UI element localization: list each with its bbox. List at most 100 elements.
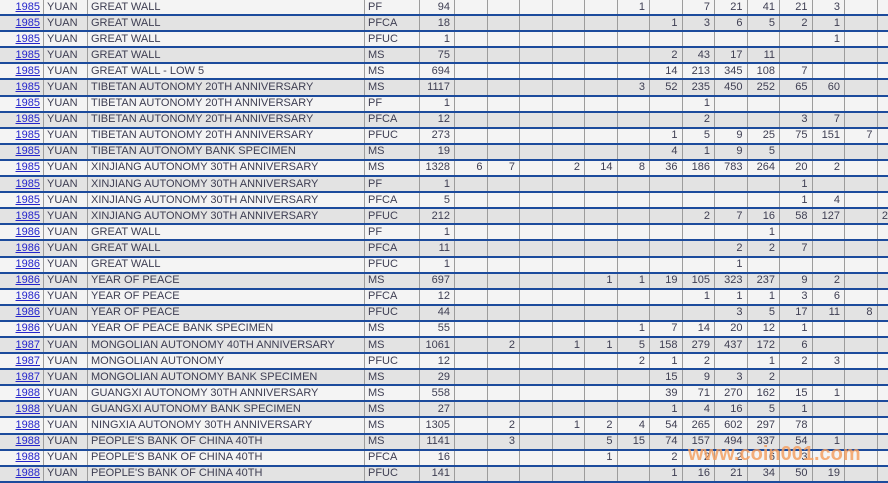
year-link[interactable]: 1985 <box>15 145 40 158</box>
grade-count-cell-4 <box>553 450 585 465</box>
year-link[interactable]: 1986 <box>15 290 40 303</box>
table-row: 1987 YUAN MONGOLIAN AUTONOMY 40TH ANNIVE… <box>0 337 888 355</box>
year-link[interactable]: 1985 <box>15 129 40 142</box>
grade-count-cell-8: 3 <box>683 16 715 31</box>
grade-count-cell-8 <box>683 305 715 320</box>
grade-count-cell-2 <box>488 0 520 15</box>
year-link[interactable]: 1988 <box>15 467 40 480</box>
year-link[interactable]: 1985 <box>15 97 40 110</box>
year-link[interactable]: 1985 <box>15 209 40 222</box>
grade-count-cell-9 <box>715 112 748 127</box>
year-link[interactable]: 1985 <box>15 193 40 206</box>
grade-type-cell: MS <box>365 418 420 433</box>
year-link[interactable]: 1986 <box>15 274 40 287</box>
grade-count-cell-4 <box>553 112 585 127</box>
year-cell: 1985 <box>0 32 44 47</box>
year-link[interactable]: 1986 <box>15 258 40 271</box>
year-link[interactable]: 1985 <box>15 0 40 13</box>
year-link[interactable]: 1988 <box>15 402 40 415</box>
grade-count-cell-14 <box>878 145 888 159</box>
grade-count-cell-11: 9 <box>780 273 813 288</box>
grade-count-cell-3 <box>520 241 553 256</box>
grade-count-cell-10: 1 <box>748 289 780 304</box>
denomination-cell: YUAN <box>44 354 88 369</box>
year-link[interactable]: 1986 <box>15 225 40 238</box>
grade-count-cell-1 <box>455 144 488 159</box>
grade-count-cell-2 <box>488 241 520 256</box>
grade-count-cell-1 <box>455 434 488 449</box>
grade-count-cell-11: 2 <box>780 16 813 31</box>
denomination-cell: YUAN <box>44 112 88 127</box>
year-link[interactable]: 1985 <box>15 64 40 77</box>
year-link[interactable]: 1985 <box>15 113 40 126</box>
year-link[interactable]: 1988 <box>15 451 40 464</box>
grade-count-cell-6: 1 <box>618 273 650 288</box>
grade-count-cell-9: 1 <box>715 257 748 272</box>
grade-count-cell-13 <box>845 32 878 47</box>
grade-count-cell-8 <box>683 177 715 192</box>
grade-count-cell-5: 5 <box>585 434 618 449</box>
grade-count-cell-13 <box>845 241 878 256</box>
grade-count-cell-8: 2 <box>683 112 715 127</box>
year-link[interactable]: 1985 <box>15 177 40 190</box>
grade-count-cell-10: 6 <box>748 450 780 465</box>
grade-count-cell-11: 3 <box>780 112 813 127</box>
description-cell: GREAT WALL <box>88 0 365 15</box>
grade-count-cell-5 <box>585 96 618 111</box>
year-link[interactable]: 1987 <box>15 370 40 383</box>
grade-count-cell-4 <box>553 402 585 417</box>
year-link[interactable]: 1985 <box>15 48 40 61</box>
denomination-cell: YUAN <box>44 64 88 79</box>
grade-count-cell-2 <box>488 96 520 111</box>
year-link[interactable]: 1988 <box>15 418 40 431</box>
year-link[interactable]: 1988 <box>15 435 40 448</box>
total-count-cell: 697 <box>420 273 455 288</box>
grade-count-cell-6 <box>618 193 650 208</box>
description-cell: NINGXIA AUTONOMY 30TH ANNIVERSARY <box>88 418 365 433</box>
grade-count-cell-8: 265 <box>683 418 715 433</box>
grade-count-cell-3 <box>520 80 553 95</box>
grade-count-cell-2 <box>488 177 520 192</box>
denomination-cell: YUAN <box>44 418 88 433</box>
grade-count-cell-9 <box>715 193 748 208</box>
year-link[interactable]: 1986 <box>15 322 40 335</box>
grade-count-cell-6 <box>618 96 650 111</box>
grade-count-cell-4: 2 <box>553 160 585 176</box>
grade-count-cell-4 <box>553 257 585 272</box>
grade-count-cell-1 <box>455 418 488 433</box>
table-row: 1985 YUAN GREAT WALL MS 75 2 43 17 11 <box>0 48 888 65</box>
grade-count-cell-9: 2 <box>715 450 748 465</box>
grade-count-cell-2 <box>488 289 520 304</box>
grade-type-cell: MS <box>365 337 420 353</box>
total-count-cell: 141 <box>420 466 455 481</box>
denomination-cell: YUAN <box>44 466 88 481</box>
description-cell: GREAT WALL - LOW 5 <box>88 64 365 79</box>
year-link[interactable]: 1987 <box>15 354 40 367</box>
year-link[interactable]: 1985 <box>15 161 40 174</box>
total-count-cell: 44 <box>420 305 455 320</box>
year-link[interactable]: 1987 <box>15 338 40 351</box>
grade-count-cell-9: 1 <box>715 289 748 304</box>
year-link[interactable]: 1985 <box>15 32 40 45</box>
grade-count-cell-3 <box>520 321 553 336</box>
year-link[interactable]: 1986 <box>15 241 40 254</box>
year-link[interactable]: 1986 <box>15 306 40 319</box>
year-cell: 1988 <box>0 450 44 465</box>
total-count-cell: 1117 <box>420 80 455 95</box>
denomination-cell: YUAN <box>44 305 88 320</box>
grade-count-cell-11: 3 <box>780 450 813 465</box>
year-link[interactable]: 1985 <box>15 16 40 29</box>
year-link[interactable]: 1988 <box>15 386 40 399</box>
grade-count-cell-14 <box>878 241 888 255</box>
grade-count-cell-12 <box>813 241 845 256</box>
grade-count-cell-7 <box>650 305 683 320</box>
grade-count-cell-14 <box>878 113 888 127</box>
grade-count-cell-1 <box>455 48 488 63</box>
description-cell: GREAT WALL <box>88 16 365 31</box>
grade-count-cell-9: 2 <box>715 241 748 256</box>
grade-count-cell-9 <box>715 32 748 47</box>
grade-count-cell-7 <box>650 193 683 208</box>
grade-count-cell-3 <box>520 209 553 224</box>
grade-count-cell-8: 235 <box>683 80 715 95</box>
year-link[interactable]: 1985 <box>15 81 40 94</box>
